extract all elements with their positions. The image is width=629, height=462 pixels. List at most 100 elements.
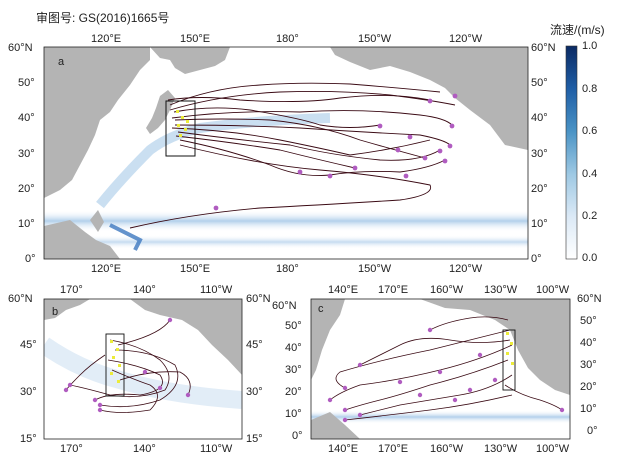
panel-c-left-lat-tick: 0°: [292, 430, 303, 442]
panel-a-top-lon-tick: 150°W: [358, 33, 392, 45]
panel-c-left-lat-tick: 30°: [285, 364, 302, 376]
panel-b-right-lat-tick: 15°: [246, 433, 263, 445]
panel-c-top-lon-tick: 100°W: [536, 284, 570, 296]
panel-c-bottom-lon-tick: 170°E: [378, 443, 409, 455]
panel-a-right-lat-tick: 10°: [531, 218, 548, 230]
panel-c-right-lat-tick: 0°: [587, 425, 598, 437]
panel-c-release-box: [502, 329, 516, 391]
panel-a-left-lat-tick: 0°: [25, 253, 36, 265]
panel-a-indonesia-land: [44, 220, 120, 259]
panel-b-right-lat-tick: 30°: [246, 386, 263, 398]
panel-a-endpoints: [213, 93, 458, 211]
panel-c-right-lat-tick: 20°: [580, 381, 597, 393]
panel-a-right-lat-tick: 50°: [531, 77, 548, 89]
panel-a-frame: [43, 46, 529, 260]
panel-a-bottom-lon-tick: 150°W: [358, 263, 392, 275]
panel-c-top-lon-tick: 170°E: [378, 284, 409, 296]
panel-a-map: [43, 46, 529, 260]
panel-b-frame: [43, 298, 243, 440]
panel-a-bottom-lon-tick: 180°: [276, 263, 299, 275]
panel-b-bottom-lon-tick: 170°: [60, 443, 83, 455]
panel-c-bottom-lon-tick: 130°W: [484, 443, 518, 455]
panel-a-right-lat-tick: 20°: [531, 183, 548, 195]
panel-b-top-lon-tick: 110°W: [200, 284, 233, 296]
panel-c-top-lon-tick: 160°W: [430, 284, 464, 296]
panel-c-map: [310, 298, 571, 440]
colorbar-tick: 1.0: [582, 40, 598, 52]
panel-c-left-lat-tick: 60°N: [272, 300, 297, 312]
panel-a-right-lat-tick: 60°N: [531, 42, 556, 54]
panel-b-release-box: [105, 333, 125, 397]
panel-a-counter-current: [44, 235, 528, 249]
panel-a-release-points: [176, 110, 189, 137]
panel-a-top-lon-tick: 120°E: [91, 33, 122, 45]
panel-a-philippines-land: [90, 210, 104, 232]
panel-c-indonesia-land: [311, 412, 360, 439]
panel-c-north-america-land: [420, 299, 570, 395]
colorbar-tick: 0.8: [582, 83, 598, 95]
panel-c-trajectories: [329, 316, 563, 421]
panel-a-trajectories: [129, 82, 456, 229]
panel-a-bottom-lon-tick: 120°E: [91, 263, 122, 275]
panel-a-top-lon-tick: 150°E: [180, 33, 211, 45]
panel-a-strong-current: [109, 223, 143, 251]
panel-c-frame: [310, 298, 571, 440]
panel-c-right-lat-tick: 10°: [580, 403, 597, 415]
colorbar-tick: 0.2: [582, 210, 598, 222]
panel-c-right-lat-tick: 60°N: [577, 293, 602, 305]
panel-a-asia-land: [44, 47, 150, 198]
panel-b-bottom-lon-tick: 110°W: [200, 443, 233, 455]
panel-b-top-lon-tick: 170°: [60, 284, 83, 296]
panel-a-equatorial-current: [44, 210, 528, 232]
panel-a-label: a: [58, 56, 65, 68]
panel-b-map: [43, 298, 243, 440]
panel-b-left-lat-tick: 60°N: [8, 293, 33, 305]
panel-b-left-lat-tick: 15°: [20, 433, 37, 445]
panel-c-endpoints: [327, 327, 565, 423]
panel-b-north-america-land: [130, 299, 242, 375]
panel-c-left-lat-tick: 10°: [285, 408, 302, 420]
panel-c-label: c: [318, 303, 324, 315]
panel-c-bottom-lon-tick: 100°W: [536, 443, 570, 455]
panel-c-left-lat-tick: 50°: [285, 320, 302, 332]
panel-a-bottom-lon-tick: 150°E: [180, 263, 211, 275]
panel-c-bottom-lon-tick: 140°E: [328, 443, 359, 455]
panel-a-left-lat-tick: 60°N: [8, 42, 33, 54]
panel-c-top-lon-tick: 130°W: [484, 284, 518, 296]
panel-c-release-points: [506, 332, 514, 365]
panel-a-left-lat-tick: 50°: [18, 77, 35, 89]
panel-a-right-lat-tick: 40°: [531, 112, 548, 124]
panel-a-release-box: [165, 100, 196, 157]
panel-a-kamchatka-land: [150, 47, 230, 74]
panel-c-left-lat-tick: 20°: [285, 386, 302, 398]
panel-b-left-lat-tick: 30°: [20, 386, 37, 398]
panel-a-bottom-lon-tick: 120°W: [449, 263, 483, 275]
colorbar-tick: 0.4: [582, 168, 598, 180]
panel-a-top-lon-tick: 180°: [276, 33, 299, 45]
panel-b-release-points: [110, 340, 121, 383]
panel-a-north-america-land: [330, 47, 528, 150]
colorbar-bar: [565, 45, 578, 260]
panel-c-right-lat-tick: 30°: [580, 359, 597, 371]
panel-b-left-lat-tick: 45°: [20, 339, 37, 351]
panel-c-asia-land: [311, 299, 345, 380]
panel-b-endpoints: [63, 317, 191, 413]
colorbar-tick: 0.6: [582, 125, 598, 137]
panel-c-top-lon-tick: 140°E: [328, 284, 359, 296]
panel-b-bottom-lon-tick: 140°: [133, 443, 156, 455]
panel-c-left-lat-tick: 40°: [285, 342, 302, 354]
panel-b-asia-land: [44, 299, 90, 320]
panel-b-label: b: [52, 306, 59, 318]
panel-a-left-lat-tick: 10°: [18, 218, 35, 230]
colorbar-tick: 0.0: [582, 252, 598, 264]
approval-number: 审图号: GS(2016)1665号: [36, 11, 170, 25]
panel-a-left-lat-tick: 40°: [18, 112, 35, 124]
panel-a-right-lat-tick: 0°: [531, 253, 542, 265]
panel-b-right-lat-tick: 45°: [246, 339, 263, 351]
panel-a-right-lat-tick: 30°: [531, 148, 548, 160]
panel-c-bottom-lon-tick: 160°W: [430, 443, 464, 455]
panel-c-equatorial-current: [311, 410, 570, 424]
panel-c-right-lat-tick: 50°: [580, 315, 597, 327]
colorbar-title: 流速/(m/s): [550, 23, 605, 37]
